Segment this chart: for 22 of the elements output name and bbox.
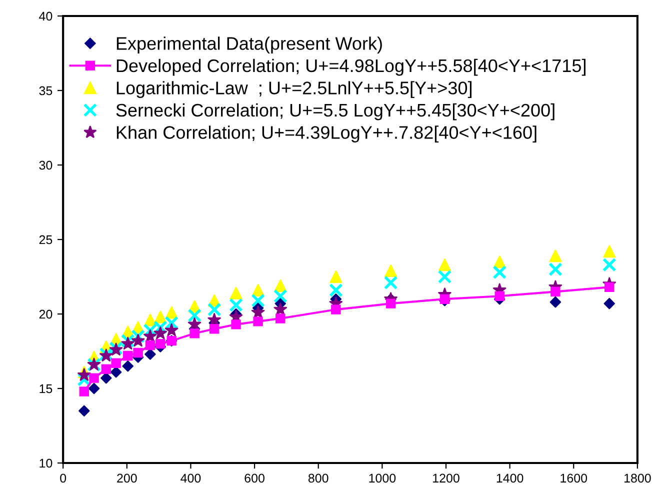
x-tick-label: 400 xyxy=(180,474,201,483)
legend-label: Experimental Data(present Work) xyxy=(116,36,382,54)
x-tick-label: 200 xyxy=(117,474,137,483)
x-tick-label: 600 xyxy=(244,474,264,483)
legend-label: Logarithmic-Law ; U+=2.5LnlY++5.5[Y+>30] xyxy=(116,81,472,98)
x-tick-label: 0 xyxy=(60,474,66,483)
y-tick-label: 10 xyxy=(40,458,52,468)
y-tick-label: 35 xyxy=(39,86,52,96)
y-tick-label: 40 xyxy=(39,12,52,21)
legend-label: Sernecki Correlation; U+=5.5 LogY++5.45[30<Y+<200] xyxy=(116,103,554,120)
x-tick-label: 1000 xyxy=(369,474,396,483)
legend-label: Developed Correlation; U+=4.98LogY++5.58[40<Y+<1715] xyxy=(116,58,586,76)
x-tick-label: 1800 xyxy=(624,474,651,483)
x-tick-label: 1600 xyxy=(560,474,588,483)
y-tick-label: 20 xyxy=(39,310,52,319)
y-tick-label: 30 xyxy=(39,160,52,170)
x-tick-label: 1200 xyxy=(433,474,460,483)
x-tick-label: 800 xyxy=(308,474,328,483)
x-tick-label: 1400 xyxy=(496,474,524,483)
y-tick-label: 15 xyxy=(40,384,52,394)
legend-label: Khan Correlation; U+=4.39LogY++.7.82[40<Y+<160] xyxy=(116,126,536,142)
y-tick-label: 25 xyxy=(39,235,52,244)
